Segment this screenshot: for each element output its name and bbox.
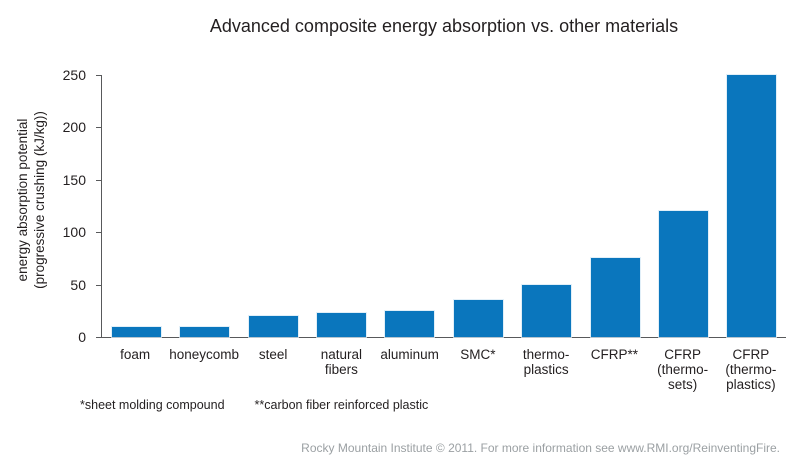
y-tick-mark [96,127,101,129]
x-category-label: CFRP (thermo- plastics) [725,347,777,392]
bar-slot [170,75,238,337]
bar-3 [248,316,298,337]
bar-1 [111,326,161,337]
x-category-label: honeycomb [169,347,240,362]
x-category-label: SMC* [460,347,496,362]
x-axis-labels: foam honeycomb steel natural fibers aluminum… [101,347,785,392]
y-tick-label: 150 [62,171,86,188]
bar-10 [727,75,777,337]
x-category-label: foam [120,347,151,362]
footnotes: *sheet molding compound **carbon fiber r… [80,398,428,412]
plot-area [96,75,786,338]
x-category-label: natural fibers [320,347,363,377]
y-tick-label: 250 [62,67,86,83]
bars-container [102,75,786,337]
bar-slot [307,75,375,337]
y-tick-mark [96,337,101,338]
bar-7 [522,284,572,337]
bar-slot [718,75,786,337]
footnote-smc: *sheet molding compound [80,398,225,412]
bar-slot [376,75,444,337]
bar-9 [658,211,708,337]
y-tick-mark [96,232,101,234]
x-category-label: CFRP (thermo- sets) [657,347,709,392]
bar-slot [512,75,580,337]
attribution-text: Rocky Mountain Institute © 2011. For mor… [301,441,780,455]
x-category-label: CFRP** [590,347,639,362]
y-tick-mark [96,284,101,286]
x-category-label: aluminum [380,347,439,362]
bar-5 [385,310,435,337]
x-category-label: thermo- plastics [522,347,570,377]
bar-slot [102,75,170,337]
y-tick-mark [96,75,101,76]
bar-slot [239,75,307,337]
footnote-cfrp: **carbon fiber reinforced plastic [254,398,429,412]
bar-slot [581,75,649,337]
y-tick-label: 50 [70,276,86,293]
bar-8 [590,258,640,337]
bar-4 [316,312,366,337]
bar-6 [453,300,503,337]
x-category-label: steel [258,347,288,362]
y-tick-mark [96,179,101,181]
bar-slot [444,75,512,337]
y-tick-label: 100 [62,224,86,241]
bar-2 [180,326,230,337]
chart-title: Advanced composite energy absorption vs.… [209,16,679,36]
y-tick-label: 0 [78,329,86,345]
y-tick-label: 200 [62,119,86,136]
y-axis-tick-labels: 0 50 100 150 200 250 [0,68,86,344]
bar-slot [649,75,717,337]
